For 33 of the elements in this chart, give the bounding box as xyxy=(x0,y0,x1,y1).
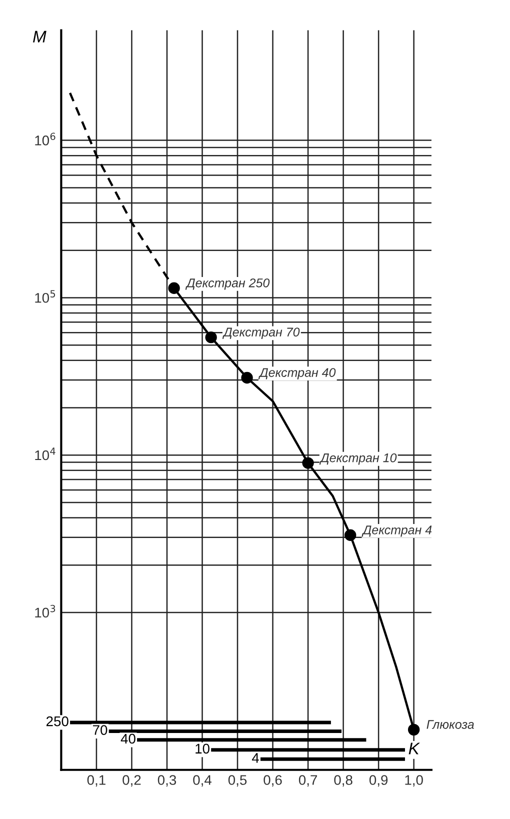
y-tick-label: 10$^{6}$ xyxy=(35,132,56,146)
annotation: Декстран 40 xyxy=(258,368,336,380)
annotation: Декстран 10 xyxy=(319,453,397,465)
x-tick-label: 0,4 xyxy=(193,775,212,787)
series-label: 4 xyxy=(252,753,259,763)
x-tick-label: 1,0 xyxy=(405,775,423,787)
x-tick-label: 0,3 xyxy=(158,775,176,787)
point xyxy=(302,457,314,469)
y-tick-label: 10$^{4}$ xyxy=(35,448,56,460)
series-label: 10 xyxy=(196,744,210,754)
x-tick-label: 0,2 xyxy=(122,775,141,787)
point xyxy=(408,724,420,736)
series-label: 40 xyxy=(120,734,136,744)
y-tick-label: 10$^{5}$ xyxy=(35,290,56,303)
annotation: Декстран 70 xyxy=(222,328,300,339)
x-tick-label: 0,6 xyxy=(264,775,282,787)
series-label: 70 xyxy=(93,725,108,735)
x-tick-label: 0,1 xyxy=(87,775,106,787)
x-axis-title: K xyxy=(408,742,420,754)
x-tick-label: 0,8 xyxy=(334,775,352,787)
x-tick-label: 0,5 xyxy=(228,775,247,787)
series-label: 250 xyxy=(46,716,68,726)
x-tick-label: 0,9 xyxy=(369,775,388,787)
annotation: Глюкоза xyxy=(426,720,474,729)
point xyxy=(241,372,253,384)
y-tick-label: 10$^{3}$ xyxy=(35,604,56,618)
point xyxy=(205,331,217,344)
annotation: Декстран 4 xyxy=(362,526,432,537)
y-axis-title: M xyxy=(33,30,46,42)
point xyxy=(344,529,356,541)
x-tick-label: 0,7 xyxy=(298,775,317,787)
annotation: Декстран 250 xyxy=(185,278,270,290)
point xyxy=(168,282,180,294)
